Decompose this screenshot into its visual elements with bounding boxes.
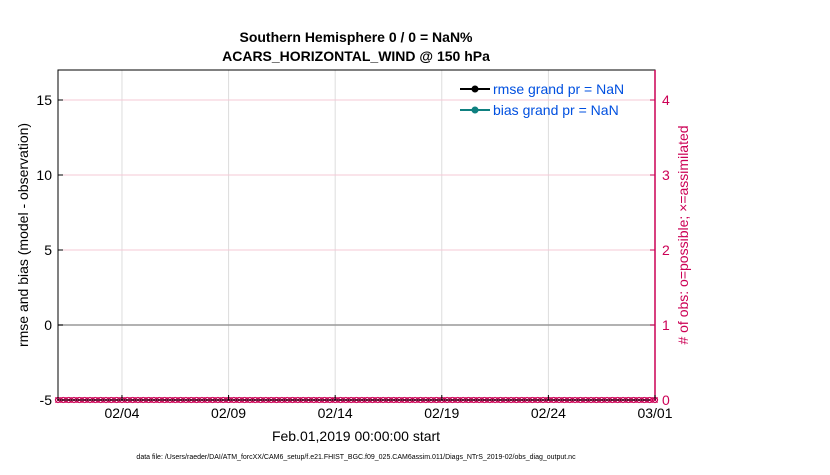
right-axis-label: # of obs: o=possible; ×=assimilated [675, 125, 691, 344]
left-axis-label: rmse and bias (model - observation) [15, 123, 31, 347]
right-tick-label: 3 [662, 167, 670, 183]
chart-title: Southern Hemisphere 0 / 0 = NaN% [239, 29, 473, 45]
left-tick-label: 5 [44, 242, 52, 258]
legend-rmse-label: rmse grand pr = NaN [493, 81, 624, 97]
left-tick-label: -5 [40, 392, 53, 408]
left-tick-label: 0 [44, 317, 52, 333]
x-tick-label: 02/24 [531, 405, 566, 421]
right-tick-label: 1 [662, 317, 670, 333]
left-tick-label: 15 [36, 92, 52, 108]
legend-bias-label: bias grand pr = NaN [493, 102, 619, 118]
right-tick-label: 0 [662, 392, 670, 408]
x-tick-label: 02/09 [211, 405, 246, 421]
legend-bias-marker [471, 106, 479, 114]
legend: rmse grand pr = NaN bias grand pr = NaN [460, 81, 624, 118]
left-tick-label: 10 [36, 167, 52, 183]
right-tick-label: 2 [662, 242, 670, 258]
chart-subtitle: ACARS_HORIZONTAL_WIND @ 150 hPa [222, 48, 490, 64]
right-tick-label: 4 [662, 92, 670, 108]
plot-frame [57, 69, 656, 401]
ticks-layer: 02/04 02/09 02/14 02/19 02/24 03/01 -5 0 5 10 15 0 1… [36, 92, 672, 421]
x-tick-label: 02/19 [424, 405, 459, 421]
x-axis-label: Feb.01,2019 00:00:00 start [272, 428, 440, 444]
x-tick-label: 02/14 [318, 405, 353, 421]
data-file-footer: data file: /Users/raeder/DAI/ATM_forcXX/… [136, 454, 576, 461]
legend-rmse-marker [471, 85, 479, 93]
grid-layer [58, 70, 656, 400]
x-tick-label: 03/01 [637, 405, 672, 421]
x-tick-label: 02/04 [104, 405, 139, 421]
